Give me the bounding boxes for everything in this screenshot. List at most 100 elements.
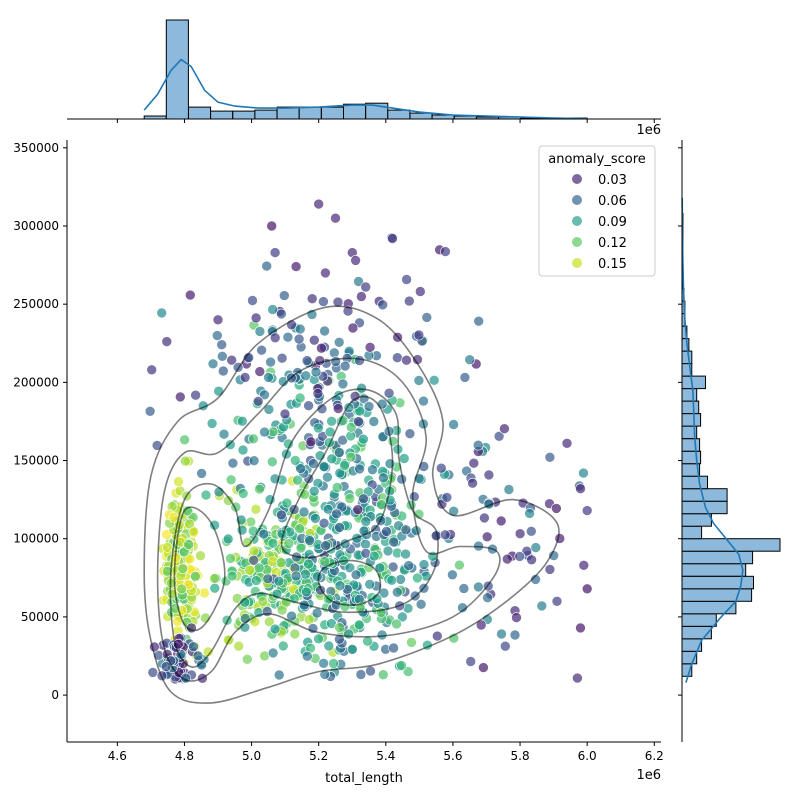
data-point bbox=[377, 669, 389, 681]
y-tick-label: 100000 bbox=[13, 532, 59, 546]
data-point bbox=[213, 385, 224, 397]
data-point bbox=[322, 503, 334, 515]
histogram-bar bbox=[343, 103, 367, 120]
data-point bbox=[254, 483, 265, 495]
data-point bbox=[217, 350, 228, 362]
data-point bbox=[337, 378, 349, 390]
data-point bbox=[225, 553, 236, 564]
data-point bbox=[406, 637, 417, 648]
data-point bbox=[326, 453, 338, 465]
histogram-bar bbox=[681, 388, 698, 402]
data-point bbox=[330, 212, 341, 224]
data-point bbox=[185, 289, 196, 301]
data-point bbox=[459, 372, 471, 383]
kde-contour-line bbox=[169, 388, 439, 668]
data-point bbox=[294, 523, 306, 535]
data-point bbox=[328, 347, 340, 359]
data-point bbox=[237, 415, 248, 427]
data-point bbox=[464, 354, 476, 366]
data-point bbox=[499, 640, 511, 652]
data-point bbox=[184, 553, 196, 565]
x-tick-label: 4.8 bbox=[175, 749, 194, 763]
data-point bbox=[306, 293, 318, 305]
data-point bbox=[501, 553, 513, 565]
data-point bbox=[347, 322, 359, 334]
data-point bbox=[162, 565, 173, 577]
histogram-bar bbox=[681, 613, 717, 627]
data-point bbox=[312, 388, 324, 399]
data-point bbox=[250, 312, 262, 324]
data-point bbox=[267, 537, 279, 549]
data-point bbox=[147, 667, 159, 678]
data-point bbox=[192, 650, 204, 662]
histogram-bar bbox=[232, 110, 256, 120]
data-point bbox=[195, 550, 206, 562]
data-point bbox=[339, 460, 350, 471]
data-point bbox=[581, 583, 593, 595]
data-point bbox=[303, 400, 314, 412]
data-point bbox=[392, 352, 403, 364]
data-point bbox=[330, 356, 342, 367]
data-point bbox=[248, 545, 260, 557]
kde-contour-line bbox=[280, 395, 394, 559]
kde-contours bbox=[143, 305, 560, 704]
data-point bbox=[308, 334, 320, 346]
data-point bbox=[254, 326, 266, 337]
histogram-bar bbox=[681, 600, 737, 615]
data-point bbox=[387, 233, 398, 244]
data-point bbox=[342, 305, 354, 317]
data-point bbox=[331, 482, 343, 493]
histogram-bar bbox=[681, 550, 754, 565]
histogram-bar bbox=[681, 375, 706, 390]
kde-contour-line bbox=[317, 559, 382, 606]
data-point bbox=[318, 517, 330, 529]
y-tick-label: 250000 bbox=[13, 297, 59, 311]
legend: anomaly_score 0.03 0.06 0.09 0.12 0.15 bbox=[538, 145, 656, 277]
data-point bbox=[354, 463, 365, 475]
data-point bbox=[261, 260, 273, 272]
data-point bbox=[318, 296, 329, 307]
data-point bbox=[223, 495, 234, 506]
data-point bbox=[447, 569, 458, 581]
data-point bbox=[202, 646, 214, 658]
data-point bbox=[269, 623, 281, 635]
histogram-bar bbox=[681, 625, 712, 640]
data-point bbox=[175, 391, 186, 403]
data-point bbox=[188, 641, 199, 653]
data-point bbox=[356, 382, 367, 394]
data-point bbox=[353, 619, 365, 631]
data-point bbox=[262, 573, 274, 585]
data-point bbox=[283, 538, 295, 549]
data-point bbox=[363, 401, 375, 412]
legend-label: 0.12 bbox=[598, 236, 627, 251]
top-axis-multiplier-label: 1e6 bbox=[636, 123, 661, 138]
data-point bbox=[248, 433, 259, 445]
data-point bbox=[374, 562, 386, 574]
data-point bbox=[481, 531, 493, 543]
data-point bbox=[278, 290, 290, 301]
data-point bbox=[381, 526, 392, 537]
data-point bbox=[358, 433, 369, 445]
data-point bbox=[339, 601, 351, 612]
data-point bbox=[412, 572, 423, 584]
data-point bbox=[514, 528, 526, 540]
x-tick-label: 5.8 bbox=[511, 749, 530, 763]
data-point bbox=[503, 484, 515, 495]
data-point bbox=[279, 408, 291, 420]
legend-marker bbox=[572, 216, 582, 226]
data-point bbox=[237, 444, 249, 456]
data-point bbox=[292, 474, 303, 486]
data-point bbox=[396, 660, 407, 671]
data-point bbox=[320, 267, 331, 279]
y-tick-label: 0 bbox=[51, 688, 59, 702]
data-point bbox=[313, 198, 325, 210]
data-point bbox=[334, 633, 345, 645]
data-point bbox=[319, 325, 330, 337]
data-point bbox=[281, 497, 293, 509]
histogram-bar bbox=[681, 450, 702, 465]
data-point bbox=[318, 461, 330, 472]
data-point bbox=[245, 516, 257, 528]
histogram-bar bbox=[681, 563, 747, 577]
data-point bbox=[401, 354, 412, 366]
data-point bbox=[578, 467, 589, 479]
